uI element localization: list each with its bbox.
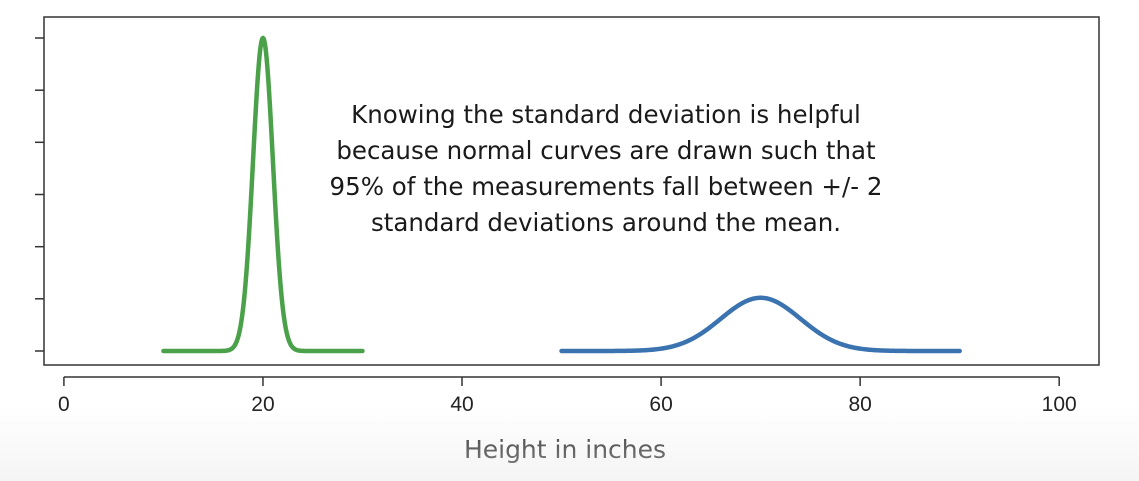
x-axis: 0 20 40 60 80 100 xyxy=(58,376,1077,416)
x-tick-label: 100 xyxy=(1042,393,1077,416)
y-axis xyxy=(35,37,44,352)
x-axis-title: Height in inches xyxy=(464,435,666,464)
plot-frame xyxy=(43,16,1100,366)
annotation-line: because normal curves are drawn such tha… xyxy=(336,136,876,165)
annotation-line: standard deviations around the mean. xyxy=(371,208,841,237)
x-tick-label: 20 xyxy=(251,393,274,416)
annotation-line: 95% of the measurements fall between +/-… xyxy=(330,172,883,201)
series-curve-2 xyxy=(559,295,962,354)
x-tick-label: 40 xyxy=(450,393,473,416)
annotation-line: Knowing the standard deviation is helpfu… xyxy=(351,100,861,129)
x-tick-label: 0 xyxy=(58,393,70,416)
x-tick-label: 60 xyxy=(649,393,672,416)
series-layer xyxy=(161,35,962,354)
x-tick-label: 80 xyxy=(848,393,871,416)
annotation-block: Knowing the standard deviation is helpfu… xyxy=(330,100,883,237)
series-curve-1 xyxy=(161,35,365,354)
